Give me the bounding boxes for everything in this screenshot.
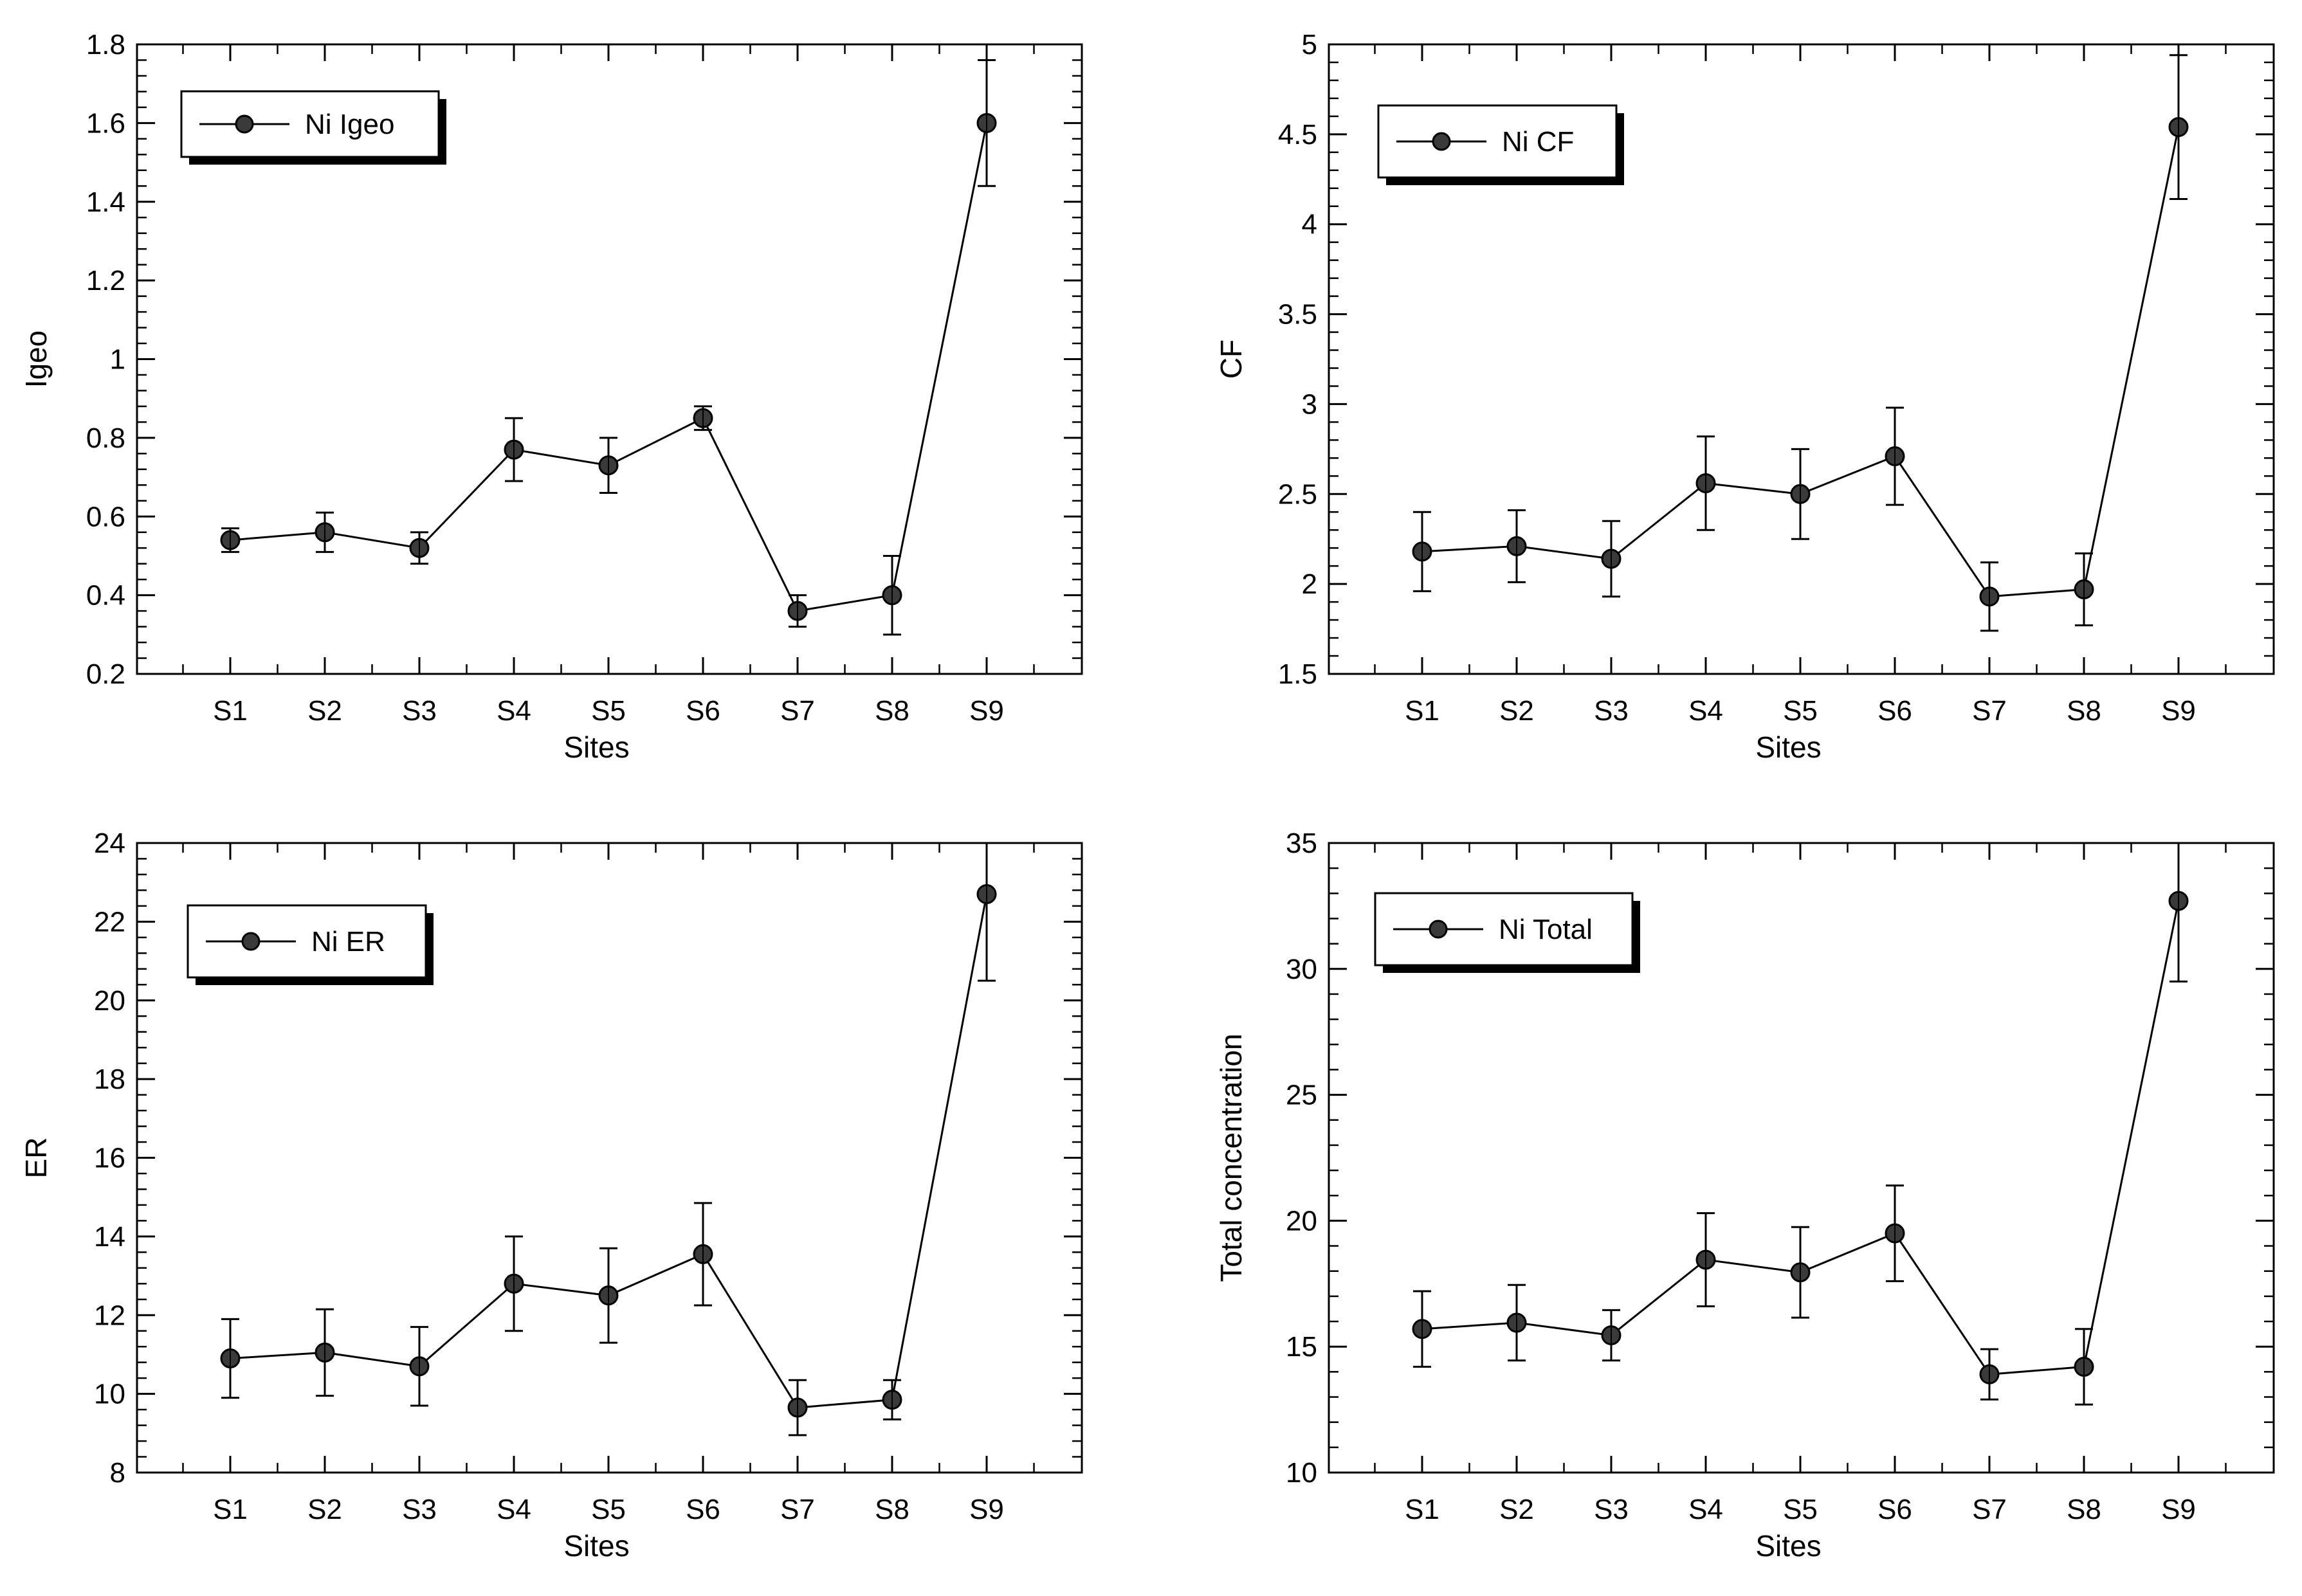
- y-tick-label: 3: [1302, 388, 1317, 420]
- y-tick-label: 1: [110, 344, 125, 376]
- error-bar: [978, 842, 996, 982]
- y-tick-label: 0.8: [86, 422, 125, 454]
- x-tick-label: S5: [1783, 1494, 1818, 1525]
- x-tick-label: S8: [875, 1494, 909, 1525]
- chart-panel-1: 0.2 0.4 0.6 0.8 1 1.2 1.4 1.6 1.8 S1 S2 S3 S4 S5 S6 S7 S…: [19, 29, 1083, 764]
- chart-panel-2: 1.5 2 2.5 3 3.5 4 4.5 5 S1 S2 S3 S4 S5 S6 S7 S8 S9 Sites C…: [1214, 29, 2275, 764]
- x-axis-label: Sites: [1755, 730, 1821, 764]
- y-tick-label: 30: [1286, 954, 1317, 985]
- series-line: [230, 123, 988, 612]
- legend: Ni Igeo: [180, 90, 446, 165]
- y-axis-label: ER: [19, 1138, 53, 1179]
- x-tick-label: S6: [1877, 1494, 1912, 1525]
- x-tick-label: S2: [1499, 695, 1534, 727]
- x-tick-label: S7: [780, 1494, 815, 1525]
- legend-marker: [241, 932, 260, 951]
- x-tick-label: S9: [969, 1494, 1004, 1525]
- x-tick-label: S4: [1688, 695, 1723, 727]
- x-tick-label: S8: [875, 695, 909, 727]
- x-tick-label: S2: [307, 1494, 342, 1525]
- y-tick-label: 35: [1286, 828, 1317, 859]
- x-axis-label: Sites: [563, 1529, 629, 1563]
- y-tick-label: 8: [110, 1457, 125, 1489]
- x-tick-label: S1: [1405, 1494, 1439, 1525]
- y-tick-label: 1.8: [86, 29, 125, 60]
- x-tick-label: S3: [1594, 1494, 1629, 1525]
- x-tick-label: S2: [307, 695, 342, 727]
- legend-label: Ni ER: [311, 926, 385, 957]
- x-tick-label: S7: [1972, 695, 2007, 727]
- x-tick-label: S4: [497, 1494, 531, 1525]
- x-tick-label: S6: [1877, 695, 1912, 727]
- y-tick-label: 22: [94, 906, 125, 938]
- y-tick-label: 20: [1286, 1205, 1317, 1237]
- y-tick-label: 4.5: [1278, 119, 1317, 150]
- y-tick-label: 5: [1302, 29, 1317, 60]
- y-tick-label: 24: [94, 828, 125, 859]
- y-tick-label: 1.2: [86, 265, 125, 296]
- legend: Ni CF: [1377, 104, 1624, 185]
- x-tick-label: S8: [2067, 1494, 2101, 1525]
- y-tick-label: 10: [1286, 1457, 1317, 1489]
- x-tick-label: S9: [969, 695, 1004, 727]
- y-tick-label: 10: [94, 1379, 125, 1410]
- legend: Ni Total: [1374, 892, 1640, 973]
- y-tick-label: 12: [94, 1300, 125, 1331]
- legend-marker: [1429, 920, 1448, 939]
- y-tick-label: 16: [94, 1143, 125, 1174]
- y-tick-label: 14: [94, 1221, 125, 1253]
- y-tick-label: 2: [1302, 568, 1317, 600]
- y-tick-label: 1.5: [1278, 658, 1317, 690]
- x-tick-label: S3: [402, 1494, 437, 1525]
- x-tick-label: S7: [1972, 1494, 2007, 1525]
- x-tick-label: S1: [1405, 695, 1439, 727]
- y-tick-label: 0.6: [86, 501, 125, 532]
- y-tick-label: 4: [1302, 209, 1317, 240]
- x-tick-label: S1: [213, 1494, 248, 1525]
- y-tick-label: 0.2: [86, 658, 125, 690]
- y-tick-label: 1.4: [86, 186, 125, 218]
- legend: Ni ER: [187, 904, 434, 985]
- x-tick-label: S2: [1499, 1494, 1534, 1525]
- x-tick-label: S4: [1688, 1494, 1723, 1525]
- legend-label: Ni Total: [1499, 914, 1593, 945]
- y-tick-label: 25: [1286, 1080, 1317, 1111]
- y-tick-label: 18: [94, 1064, 125, 1095]
- y-tick-label: 0.4: [86, 580, 125, 612]
- x-tick-label: S3: [1594, 695, 1629, 727]
- x-tick-label: S6: [686, 695, 720, 727]
- x-tick-label: S8: [2067, 695, 2101, 727]
- x-tick-label: S3: [402, 695, 437, 727]
- x-tick-label: S7: [780, 695, 815, 727]
- x-tick-label: S4: [497, 695, 531, 727]
- x-tick-label: S5: [1783, 695, 1818, 727]
- legend-label: Ni Igeo: [305, 109, 394, 140]
- x-axis-label: Sites: [1755, 1529, 1821, 1563]
- legend-marker: [1432, 132, 1451, 151]
- y-axis-label: Total concentration: [1214, 1033, 1248, 1282]
- y-tick-label: 20: [94, 985, 125, 1017]
- chart-panel-3: 8 10 12 14 16 18 20 22 24 S1 S2 S3 S4 S5 S6 S7 S8 S9 Sites…: [19, 828, 1083, 1563]
- x-tick-label: S1: [213, 695, 248, 727]
- x-tick-label: S6: [686, 1494, 720, 1525]
- y-tick-label: 2.5: [1278, 478, 1317, 510]
- x-axis-label: Sites: [563, 730, 629, 764]
- x-tick-label: S9: [2161, 1494, 2196, 1525]
- x-tick-label: S9: [2161, 695, 2196, 727]
- legend-marker: [235, 114, 254, 134]
- y-axis-label: Igeo: [19, 331, 53, 388]
- legend-label: Ni CF: [1502, 126, 1574, 158]
- y-tick-label: 1.6: [86, 107, 125, 139]
- error-bar: [2170, 842, 2188, 983]
- chart-panel-4: 10 15 20 25 30 35 S1 S2 S3 S4 S5 S6 S7 S8 S9 Sites Total…: [1214, 828, 2275, 1563]
- y-tick-label: 15: [1286, 1331, 1317, 1363]
- y-axis-label: CF: [1214, 340, 1248, 379]
- x-tick-label: S5: [591, 1494, 626, 1525]
- y-tick-label: 3.5: [1278, 299, 1317, 331]
- x-tick-label: S5: [591, 695, 626, 727]
